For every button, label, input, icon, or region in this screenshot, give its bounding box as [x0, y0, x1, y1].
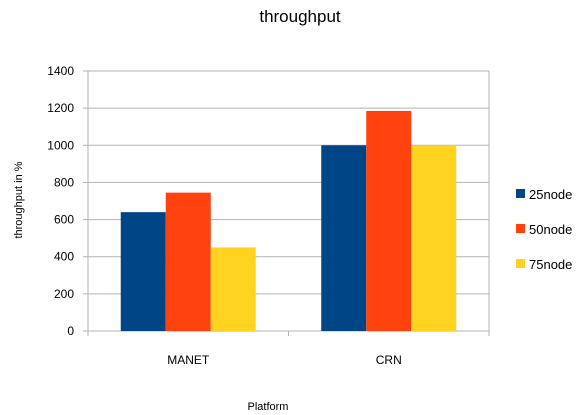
bar-50node-MANET — [165, 192, 211, 331]
legend-swatch-25node — [516, 189, 525, 198]
y-tick-label: 200 — [54, 287, 74, 301]
y-tick-label: 1200 — [47, 101, 74, 115]
x-tick-label: CRN — [376, 353, 402, 367]
legend-label-75node: 75node — [529, 257, 572, 272]
legend-label-25node: 25node — [529, 187, 572, 202]
y-tick-label: 600 — [54, 213, 74, 227]
y-tick-label: 1000 — [47, 138, 74, 152]
legend: 25node 50node 75node — [516, 187, 572, 272]
bar-50node-CRN — [366, 110, 412, 331]
bar-75node-CRN — [411, 145, 457, 331]
axes: 0 200 400 600 800 1000 1200 1400 MANET CRN — [47, 64, 490, 367]
bar-25node-MANET — [120, 212, 166, 331]
legend-label-50node: 50node — [529, 222, 572, 237]
y-axis-label: throughput in % — [13, 161, 25, 238]
x-axis-label: Platform — [248, 401, 289, 413]
y-tick-label: 400 — [54, 250, 74, 264]
y-tick-label: 1400 — [47, 64, 74, 78]
y-tick-label: 800 — [54, 175, 74, 189]
y-tick-label: 0 — [67, 324, 74, 338]
bar-75node-MANET — [210, 247, 256, 331]
legend-swatch-50node — [516, 224, 525, 233]
bars — [120, 110, 457, 331]
legend-swatch-75node — [516, 259, 525, 268]
chart-title: throughput — [259, 7, 341, 26]
x-tick-label: MANET — [167, 353, 210, 367]
bar-25node-CRN — [321, 145, 367, 331]
